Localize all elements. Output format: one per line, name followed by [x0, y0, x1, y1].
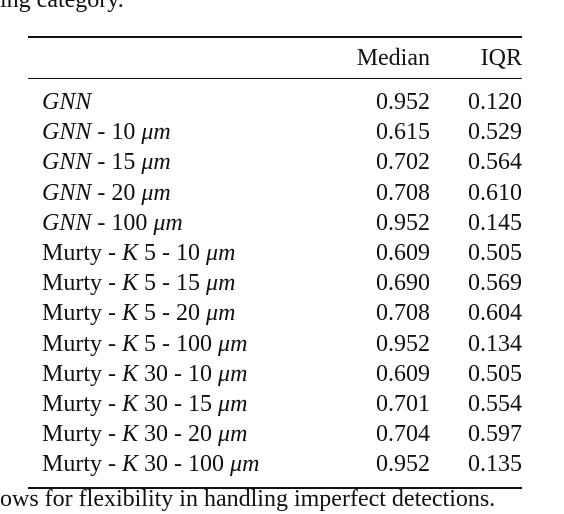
median-cell: 0.952	[376, 451, 430, 478]
median-cell: 0.609	[376, 240, 430, 267]
method-variant: - K 5 - 15 μm	[102, 270, 236, 297]
table-body: GNN 0.952 0.120 GNN - 10 μm 0.615 0.529 GNN - …	[28, 79, 522, 487]
following-text-fragment: ows for flexibility in handling imperfec…	[0, 486, 496, 512]
table-row: GNN - 20 μm 0.708 0.610	[28, 178, 522, 208]
preceding-text-fragment: ing category.	[0, 0, 124, 13]
median-cell: 0.708	[376, 300, 430, 327]
iqr-cell: 0.554	[468, 390, 522, 417]
iqr-cell: 0.120	[468, 89, 522, 116]
row-label: Murty - K 5 - 10 μm	[28, 238, 340, 268]
table-row: GNN 0.952 0.120	[28, 87, 522, 117]
mid-rule	[28, 78, 522, 79]
method-variant: - 100 μm	[91, 209, 183, 236]
method-name: GNN	[42, 179, 92, 206]
top-rule	[28, 36, 522, 38]
median-cell: 0.702	[376, 149, 430, 176]
median-cell: 0.701	[376, 390, 430, 417]
bottom-rule	[28, 487, 522, 490]
method-name: GNN	[42, 89, 92, 116]
method-name: Murty	[42, 421, 102, 448]
iqr-cell: 0.135	[468, 451, 522, 478]
method-name: Murty	[42, 270, 102, 297]
iqr-cell: 0.134	[468, 330, 522, 357]
table-row: Murty - K 5 - 20 μm 0.708 0.604	[28, 298, 522, 328]
iqr-cell: 0.529	[468, 119, 522, 146]
iqr-cell: 0.505	[468, 360, 522, 387]
method-name: Murty	[42, 240, 102, 267]
median-cell: 0.615	[376, 119, 430, 146]
method-variant: - K 30 - 100 μm	[102, 451, 260, 478]
table-row: Murty - K 5 - 100 μm 0.952 0.134	[28, 329, 522, 359]
row-label: Murty - K 30 - 20 μm	[28, 419, 340, 449]
method-variant: - K 5 - 100 μm	[102, 330, 248, 357]
iqr-cell: 0.505	[468, 240, 522, 267]
median-cell: 0.952	[376, 89, 430, 116]
results-table: Median IQR GNN 0.952 0.120 GNN - 10 μm 0.615…	[28, 36, 522, 490]
method-variant: - K 5 - 20 μm	[102, 300, 236, 327]
median-cell: 0.609	[376, 360, 430, 387]
row-label: GNN - 10 μm	[28, 117, 340, 147]
median-cell: 0.690	[376, 270, 430, 297]
table-row: Murty - K 30 - 100 μm 0.952 0.135	[28, 449, 522, 479]
median-cell: 0.952	[376, 330, 430, 357]
row-label: GNN - 20 μm	[28, 178, 340, 208]
table-row: Murty - K 5 - 15 μm 0.690 0.569	[28, 268, 522, 298]
method-name: Murty	[42, 451, 102, 478]
table-row: GNN - 100 μm 0.952 0.145	[28, 208, 522, 238]
method-variant: - 20 μm	[91, 179, 171, 206]
method-name: Murty	[42, 300, 102, 327]
row-label: GNN	[28, 87, 340, 117]
iqr-cell: 0.597	[468, 421, 522, 448]
table-row: Murty - K 30 - 20 μm 0.704 0.597	[28, 419, 522, 449]
row-label: Murty - K 5 - 15 μm	[28, 268, 340, 298]
row-label: Murty - K 5 - 100 μm	[28, 329, 340, 359]
header-method	[28, 38, 340, 78]
table-row: GNN - 15 μm 0.702 0.564	[28, 147, 522, 177]
median-cell: 0.952	[376, 209, 430, 236]
method-variant: - K 30 - 20 μm	[102, 421, 248, 448]
row-label: GNN - 15 μm	[28, 147, 340, 177]
median-cell: 0.704	[376, 421, 430, 448]
iqr-cell: 0.604	[468, 300, 522, 327]
iqr-cell: 0.610	[468, 179, 522, 206]
table-row: Murty - K 30 - 10 μm 0.609 0.505	[28, 359, 522, 389]
header-row: Median IQR	[28, 38, 522, 78]
table-row: Murty - K 5 - 10 μm 0.609 0.505	[28, 238, 522, 268]
row-label: Murty - K 30 - 100 μm	[28, 449, 340, 479]
method-variant: - K 30 - 10 μm	[102, 360, 248, 387]
row-label: Murty - K 30 - 15 μm	[28, 389, 340, 419]
iqr-cell: 0.569	[468, 270, 522, 297]
row-label: GNN - 100 μm	[28, 208, 340, 238]
table-row: Murty - K 30 - 15 μm 0.701 0.554	[28, 389, 522, 419]
method-name: Murty	[42, 360, 102, 387]
method-name: Murty	[42, 330, 102, 357]
row-label: Murty - K 30 - 10 μm	[28, 359, 340, 389]
header-iqr: IQR	[480, 45, 522, 71]
method-variant: - 15 μm	[91, 149, 171, 176]
method-name: Murty	[42, 390, 102, 417]
median-cell: 0.708	[376, 179, 430, 206]
method-variant: - K 30 - 15 μm	[102, 390, 248, 417]
method-variant: - 10 μm	[91, 119, 171, 146]
iqr-cell: 0.145	[468, 209, 522, 236]
method-name: GNN	[42, 149, 92, 176]
table-row: GNN - 10 μm 0.615 0.529	[28, 117, 522, 147]
row-label: Murty - K 5 - 20 μm	[28, 298, 340, 328]
header-median: Median	[356, 45, 430, 71]
method-variant: - K 5 - 10 μm	[102, 240, 236, 267]
method-name: GNN	[42, 209, 92, 236]
method-name: GNN	[42, 119, 92, 146]
iqr-cell: 0.564	[468, 149, 522, 176]
